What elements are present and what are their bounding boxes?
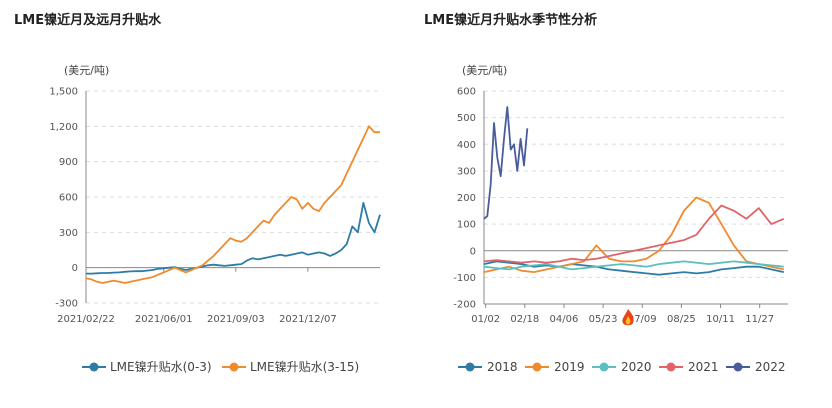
right-series-line-2019 [483, 196, 784, 274]
right-series-line-2018 [483, 260, 784, 276]
right-grid [483, 90, 788, 308]
legend-label: LME镍升贴水(0-3) [110, 360, 212, 374]
right-x-tick-label: 04/06 [550, 314, 579, 325]
right-y-tick-label: -100 [453, 273, 476, 284]
right-series-line-2020 [483, 260, 784, 271]
chart-left-title: LME镍近月及远月升贴水 [14, 12, 162, 28]
chart-right-unit: (美元/吨) [462, 64, 507, 77]
right-legend: 2018 2019 2020 2021 2022 [458, 360, 786, 374]
left-y-tick-label: 300 [59, 228, 78, 239]
left-legend: LME镍升贴水(0-3) LME镍升贴水(3-15) [82, 360, 359, 374]
legend-swatch-dot [229, 362, 239, 372]
right-y-tick-label: -200 [453, 300, 476, 311]
right-x-tick-label: 05/23 [589, 314, 618, 325]
right-x-tick-label: 02/18 [510, 314, 539, 325]
legend-swatch-dot [666, 362, 676, 372]
left-x-tick-label: 2021/09/03 [207, 314, 265, 325]
right-y-tick-label: 400 [457, 140, 476, 151]
left-x-tick-labels: 2021/02/22 2021/06/01 2021/09/03 2021/12/07 [57, 314, 337, 325]
right-y-tick-label: 600 [457, 87, 476, 98]
left-x-tick-label: 2021/12/07 [279, 314, 337, 325]
right-x-tick-label: 08/25 [667, 314, 696, 325]
right-y-tick-label: 500 [457, 113, 476, 124]
right-x-tick-label: 01/02 [471, 314, 500, 325]
chart-right: LME镍近月升贴水季节性分析 (美元/吨) 600 500 400 300 200 100… [424, 12, 788, 374]
left-grid [85, 90, 380, 304]
right-y-tick-label: 0 [470, 246, 476, 257]
right-series-line-2022 [483, 106, 529, 220]
legend-label: 2022 [755, 360, 786, 374]
legend-swatch-dot [532, 362, 542, 372]
right-x-tick-label: 10/11 [706, 314, 735, 325]
legend-label: 2019 [554, 360, 585, 374]
left-x-tick-label: 2021/06/01 [135, 314, 193, 325]
chart-right-title: LME镍近月升贴水季节性分析 [424, 12, 597, 28]
legend-swatch-dot [599, 362, 609, 372]
left-y-tick-label: 900 [59, 157, 78, 168]
legend-swatch-dot [465, 362, 475, 372]
right-series-line-2021 [483, 204, 785, 264]
right-y-tick-label: 100 [457, 220, 476, 231]
left-y-tick-label: 0 [72, 263, 78, 274]
left-y-tick-labels: 1,500 1,200 900 600 300 0 -300 [49, 87, 78, 310]
right-x-tick-labels: 01/02 02/18 04/06 05/23 07/09 08/25 10/11 11/27 [471, 314, 774, 325]
left-y-tick-label: -300 [55, 299, 78, 310]
fire-icon [622, 309, 634, 326]
right-y-tick-labels: 600 500 400 300 200 100 0 -100 -200 [453, 87, 476, 311]
right-y-tick-label: 300 [457, 166, 476, 177]
right-y-tick-label: 200 [457, 193, 476, 204]
left-y-tick-label: 1,200 [49, 122, 78, 133]
left-y-tick-label: 1,500 [49, 87, 78, 98]
left-x-tick-label: 2021/02/22 [57, 314, 115, 325]
legend-label: 2021 [688, 360, 719, 374]
legend-label: LME镍升贴水(3-15) [250, 360, 359, 374]
right-series-lines [483, 106, 785, 276]
left-series-line-0 [86, 201, 381, 275]
left-series-lines [85, 125, 381, 284]
legend-label: 2018 [487, 360, 518, 374]
right-x-tick-label: 07/09 [628, 314, 657, 325]
right-x-tick-label: 11/27 [745, 314, 774, 325]
legend-swatch-dot [89, 362, 99, 372]
chart-left: LME镍近月及远月升贴水 (美元/吨) 1,500 1,200 900 600 300 0… [14, 12, 381, 374]
legend-swatch-dot [733, 362, 743, 372]
left-y-tick-label: 600 [59, 193, 78, 204]
left-series-line-1 [85, 125, 380, 284]
legend-label: 2020 [621, 360, 652, 374]
chart-left-unit: (美元/吨) [64, 64, 109, 77]
